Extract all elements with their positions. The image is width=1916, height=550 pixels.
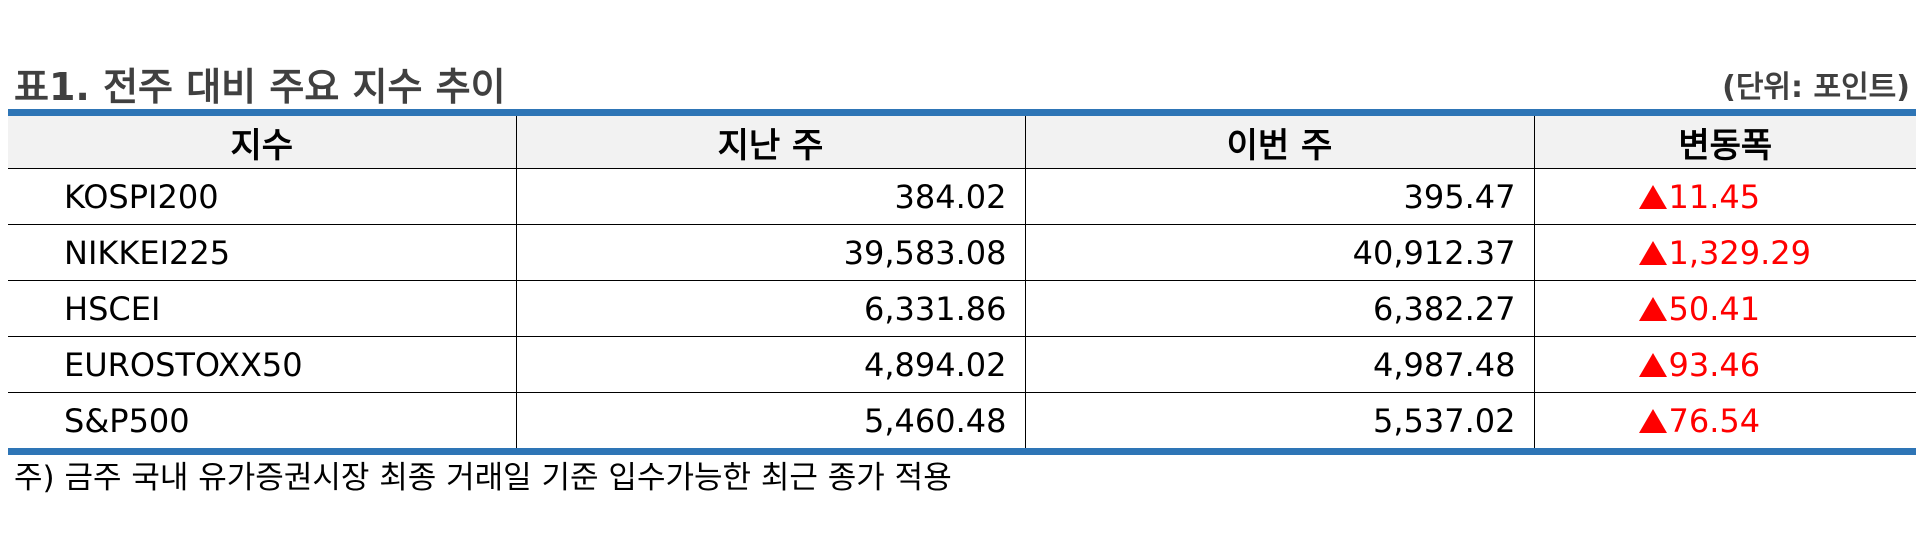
table-row: EUROSTOXX50 4,894.02 4,987.48 93.46 [8,336,1916,393]
table-row: HSCEI 6,331.86 6,382.27 50.41 [8,280,1916,337]
index-table: 지수 지난 주 이번 주 변동폭 KOSPI200 384.02 395.47 … [8,109,1916,455]
change-value: 50.41 [1668,289,1761,328]
header-change: 변동폭 [1533,112,1916,169]
index-name-cell: KOSPI200 [8,168,516,225]
last-week-cell: 4,894.02 [515,336,1025,393]
change-cell: 11.45 [1533,168,1916,225]
this-week-cell: 5,537.02 [1024,392,1534,455]
unit-label: (단위: 포인트) [1722,70,1910,105]
last-week-cell: 5,460.48 [515,392,1025,455]
change-cell: 50.41 [1533,280,1916,337]
this-week-cell: 4,987.48 [1024,336,1534,393]
last-week-cell: 39,583.08 [515,224,1025,281]
index-name-cell: S&P500 [8,392,516,455]
table-title: 표1. 전주 대비 주요 지수 추이 [14,65,506,109]
header-last-week: 지난 주 [515,112,1025,169]
index-name-cell: EUROSTOXX50 [8,336,516,393]
triangle-up-icon [1638,352,1667,377]
change-cell: 76.54 [1533,392,1916,455]
change-cell: 93.46 [1533,336,1916,393]
change-value: 93.46 [1668,345,1761,384]
index-name-cell: HSCEI [8,280,516,337]
header-this-week: 이번 주 [1024,112,1534,169]
this-week-cell: 6,382.27 [1024,280,1534,337]
change-value: 11.45 [1668,177,1761,216]
table-row: NIKKEI225 39,583.08 40,912.37 1,329.29 [8,224,1916,281]
triangle-up-icon [1638,184,1667,209]
this-week-cell: 40,912.37 [1024,224,1534,281]
change-value: 76.54 [1668,401,1761,440]
change-cell: 1,329.29 [1533,224,1916,281]
last-week-cell: 6,331.86 [515,280,1025,337]
table-row: S&P500 5,460.48 5,537.02 76.54 [8,392,1916,455]
triangle-up-icon [1638,296,1667,321]
last-week-cell: 384.02 [515,168,1025,225]
index-name-cell: NIKKEI225 [8,224,516,281]
footnote: 주) 금주 국내 유가증권시장 최종 거래일 기준 입수가능한 최근 종가 적용 [14,460,952,496]
table-row: KOSPI200 384.02 395.47 11.45 [8,168,1916,225]
triangle-up-icon [1638,408,1667,433]
this-week-cell: 395.47 [1024,168,1534,225]
triangle-up-icon [1638,240,1667,265]
header-row: 지수 지난 주 이번 주 변동폭 [8,112,1916,169]
header-index: 지수 [8,112,516,169]
change-value: 1,329.29 [1668,233,1812,272]
